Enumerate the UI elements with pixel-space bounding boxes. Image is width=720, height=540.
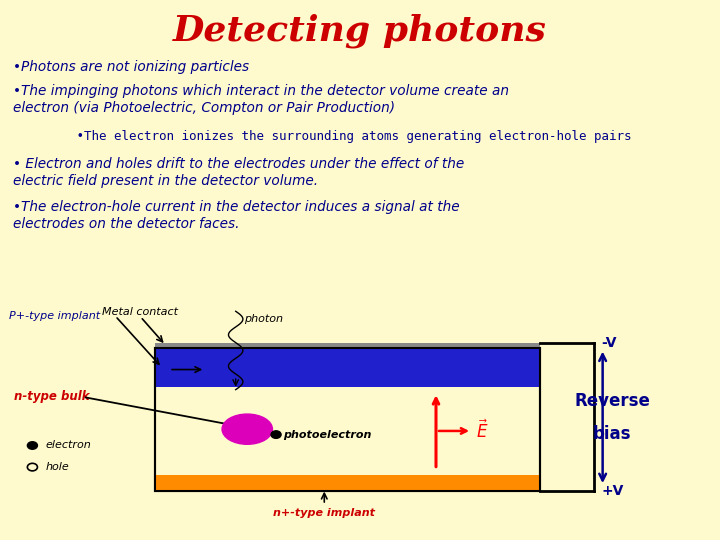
Bar (155, 343, 540, 353)
Bar (155, 475, 540, 491)
Text: •The electron ionizes the surrounding atoms generating electron-hole pairs: •The electron ionizes the surrounding at… (54, 130, 631, 143)
Text: +V: +V (601, 484, 624, 498)
Text: •The electron-hole current in the detector induces a signal at the
electrodes on: •The electron-hole current in the detect… (13, 200, 459, 231)
Text: P+-type implant: P+-type implant (9, 311, 100, 321)
Text: Metal contact: Metal contact (102, 307, 179, 316)
Text: bias: bias (593, 424, 631, 443)
Text: electron: electron (45, 441, 91, 450)
Text: Reverse: Reverse (574, 392, 650, 410)
Text: Detecting photons: Detecting photons (173, 14, 547, 48)
Text: •Photons are not ionizing particles: •Photons are not ionizing particles (13, 60, 249, 75)
Text: n+-type implant: n+-type implant (274, 508, 375, 518)
Bar (155, 348, 540, 387)
Text: • Electron and holes drift to the electrodes under the effect of the
electric fi: • Electron and holes drift to the electr… (13, 157, 464, 188)
Circle shape (27, 442, 37, 449)
Circle shape (271, 431, 281, 438)
Text: -V: -V (601, 336, 617, 350)
Bar (155, 348, 540, 491)
Ellipse shape (222, 414, 272, 444)
Text: photon: photon (244, 314, 284, 324)
Bar (155, 348, 540, 491)
Text: •The impinging photons which interact in the detector volume create an
electron : •The impinging photons which interact in… (13, 84, 509, 115)
Text: n-type bulk: n-type bulk (14, 390, 90, 403)
Text: photoelectron: photoelectron (283, 430, 372, 440)
Text: $\vec{E}$: $\vec{E}$ (476, 420, 488, 442)
Text: hole: hole (45, 462, 69, 472)
